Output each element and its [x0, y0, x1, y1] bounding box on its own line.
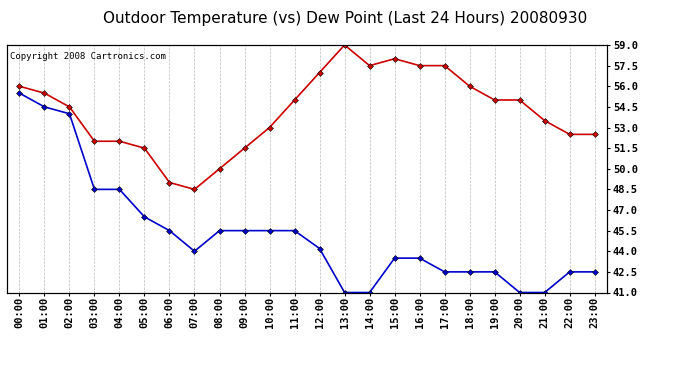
Text: Copyright 2008 Cartronics.com: Copyright 2008 Cartronics.com — [10, 53, 166, 62]
Text: Outdoor Temperature (vs) Dew Point (Last 24 Hours) 20080930: Outdoor Temperature (vs) Dew Point (Last… — [103, 11, 587, 26]
